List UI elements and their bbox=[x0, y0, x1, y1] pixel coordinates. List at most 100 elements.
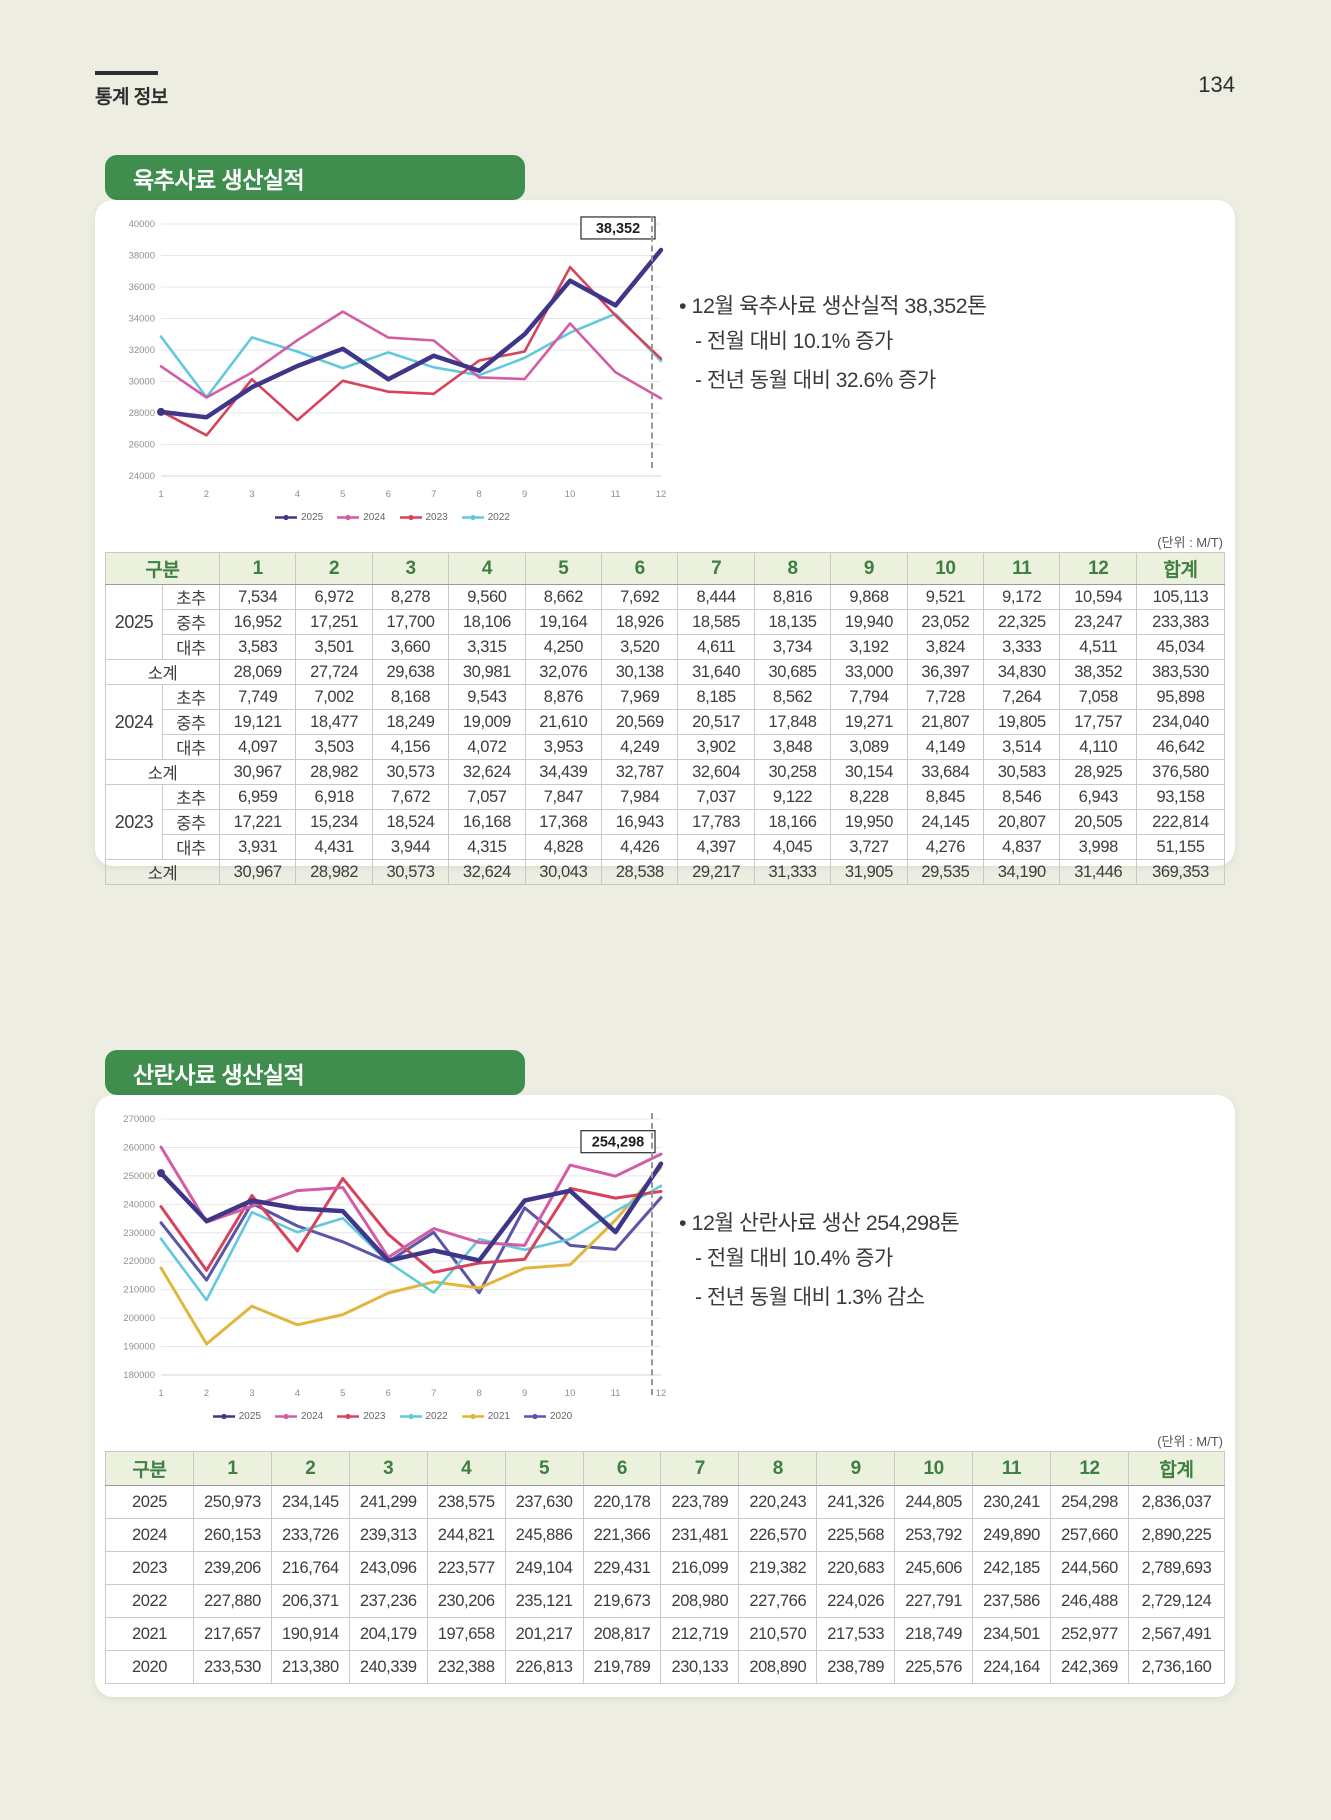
legend-label: 2023 bbox=[425, 512, 448, 523]
value-cell: 226,570 bbox=[738, 1518, 818, 1552]
svg-text:4: 4 bbox=[295, 1388, 300, 1399]
value-cell: 7,969 bbox=[601, 684, 679, 710]
svg-text:254,298: 254,298 bbox=[592, 1135, 644, 1151]
value-cell: 190,914 bbox=[270, 1617, 350, 1651]
value-cell: 223,789 bbox=[660, 1485, 740, 1519]
legend-item-2025: 2025 bbox=[274, 512, 323, 523]
value-cell: 225,576 bbox=[894, 1650, 974, 1684]
value-cell: 18,106 bbox=[448, 609, 526, 635]
value-cell: 31,446 bbox=[1059, 859, 1137, 885]
svg-text:4: 4 bbox=[295, 489, 300, 500]
value-cell: 217,657 bbox=[193, 1617, 272, 1651]
value-cell: 15,234 bbox=[295, 809, 373, 835]
value-cell: 30,573 bbox=[371, 759, 450, 785]
legend-item-2023: 2023 bbox=[336, 1411, 386, 1422]
table-row: 대추 4,097 3,503 4,156 4,072 3,953 4,249 3,902 3,8… bbox=[106, 734, 1225, 760]
value-cell: 244,805 bbox=[894, 1485, 974, 1519]
value-cell: 204,179 bbox=[348, 1617, 428, 1651]
value-cell: 8,562 bbox=[753, 684, 832, 710]
svg-text:230000: 230000 bbox=[123, 1228, 155, 1239]
svg-text:260000: 260000 bbox=[123, 1142, 155, 1153]
value-cell: 7,002 bbox=[295, 684, 373, 710]
legend-item-2025: 2025 bbox=[212, 1411, 261, 1422]
unit-label: (단위 : M/T) bbox=[1157, 1434, 1223, 1449]
svg-text:2: 2 bbox=[204, 1388, 209, 1399]
value-cell: 30,967 bbox=[219, 759, 297, 785]
total-cell: 2,890,225 bbox=[1128, 1518, 1225, 1552]
value-cell: 32,624 bbox=[448, 859, 526, 885]
svg-text:24000: 24000 bbox=[129, 471, 155, 482]
subtotal-row: 소계 30,967 28,982 30,573 32,624 30,043 28,538 29… bbox=[104, 859, 1225, 885]
category-cell: 초추 bbox=[161, 684, 221, 710]
value-cell: 16,952 bbox=[219, 609, 297, 635]
value-cell: 230,206 bbox=[426, 1584, 506, 1618]
value-cell: 7,749 bbox=[219, 684, 297, 710]
table-header-row: 구분 1 2 3 4 5 6 7 8 9 10 11 12 합계 bbox=[105, 1451, 1225, 1486]
value-cell: 246,488 bbox=[1049, 1584, 1130, 1618]
col-header-month: 11 bbox=[972, 1451, 1051, 1486]
value-cell: 3,727 bbox=[830, 834, 908, 860]
category-cell: 중추 bbox=[161, 609, 221, 635]
category-cell: 중추 bbox=[161, 709, 221, 735]
value-cell: 18,585 bbox=[677, 609, 755, 635]
svg-text:9: 9 bbox=[522, 489, 527, 500]
table-row: 2024 초추 7,749 7,002 8,168 9,543 8,876 7,969 8,18… bbox=[105, 684, 1225, 760]
value-cell: 30,573 bbox=[371, 859, 450, 885]
table-row: 2023 초추 6,959 6,918 7,672 7,057 7,847 7,984 7,03… bbox=[105, 784, 1225, 860]
col-header-month: 2 bbox=[270, 1451, 350, 1486]
value-cell: 206,371 bbox=[270, 1584, 350, 1618]
value-cell: 225,568 bbox=[816, 1518, 896, 1552]
year-cell: 2024 bbox=[105, 1518, 194, 1552]
value-cell: 31,640 bbox=[677, 659, 755, 685]
value-cell: 241,326 bbox=[816, 1485, 896, 1519]
value-cell: 3,333 bbox=[983, 634, 1061, 660]
svg-text:34000: 34000 bbox=[129, 314, 155, 325]
table-row: 중추 17,221 15,234 18,524 16,168 17,368 16,943 17… bbox=[106, 809, 1225, 835]
value-cell: 233,530 bbox=[193, 1650, 272, 1684]
legend-item-2022: 2022 bbox=[461, 512, 510, 523]
chick-feed-summary: • 12월 육추사료 생산실적 38,352톤 - 전월 대비 10.1% 증가… bbox=[679, 290, 1129, 401]
value-cell: 233,726 bbox=[270, 1518, 350, 1552]
value-cell: 18,249 bbox=[371, 709, 450, 735]
layer-feed-section-banner: 산란사료 생산실적 bbox=[105, 1050, 525, 1095]
year-cell: 2023 bbox=[105, 1551, 194, 1585]
value-cell: 238,789 bbox=[816, 1650, 896, 1684]
svg-text:7: 7 bbox=[431, 489, 436, 500]
legend-label: 2022 bbox=[487, 512, 510, 523]
table-row: 중추 19,121 18,477 18,249 19,009 21,610 20,569 20… bbox=[106, 709, 1225, 735]
value-cell: 229,431 bbox=[582, 1551, 662, 1585]
value-cell: 220,683 bbox=[816, 1551, 896, 1585]
year-cell: 2025 bbox=[105, 584, 163, 660]
value-cell: 17,700 bbox=[371, 609, 450, 635]
col-header-month: 9 bbox=[816, 1451, 896, 1486]
col-header-group: 구분 bbox=[104, 552, 221, 585]
col-header-month: 10 bbox=[894, 1451, 974, 1486]
value-cell: 9,172 bbox=[983, 584, 1061, 610]
value-cell: 208,890 bbox=[738, 1650, 818, 1684]
legend-label: 2025 bbox=[238, 1411, 261, 1422]
value-cell: 8,546 bbox=[983, 784, 1061, 810]
value-cell: 22,325 bbox=[983, 609, 1061, 635]
value-cell: 30,043 bbox=[524, 859, 603, 885]
svg-text:6: 6 bbox=[386, 489, 391, 500]
svg-text:180000: 180000 bbox=[123, 1370, 155, 1381]
value-cell: 239,206 bbox=[193, 1551, 272, 1585]
value-cell: 3,520 bbox=[601, 634, 679, 660]
value-cell: 34,439 bbox=[524, 759, 603, 785]
value-cell: 9,560 bbox=[448, 584, 526, 610]
value-cell: 3,315 bbox=[448, 634, 526, 660]
value-cell: 6,918 bbox=[295, 784, 373, 810]
value-cell: 241,299 bbox=[348, 1485, 428, 1519]
value-cell: 18,524 bbox=[371, 809, 450, 835]
value-cell: 6,972 bbox=[295, 584, 373, 610]
legend-marker-icon bbox=[399, 514, 422, 521]
subtotal-row: 소계 28,069 27,724 29,638 30,981 32,076 30,138 31… bbox=[104, 659, 1225, 685]
value-cell: 28,982 bbox=[295, 859, 373, 885]
svg-text:32000: 32000 bbox=[129, 345, 155, 356]
svg-text:28000: 28000 bbox=[129, 408, 155, 419]
value-cell: 220,243 bbox=[738, 1485, 818, 1519]
value-cell: 27,724 bbox=[295, 659, 373, 685]
value-cell: 243,096 bbox=[348, 1551, 428, 1585]
value-cell: 20,569 bbox=[601, 709, 679, 735]
value-cell: 28,069 bbox=[219, 659, 297, 685]
